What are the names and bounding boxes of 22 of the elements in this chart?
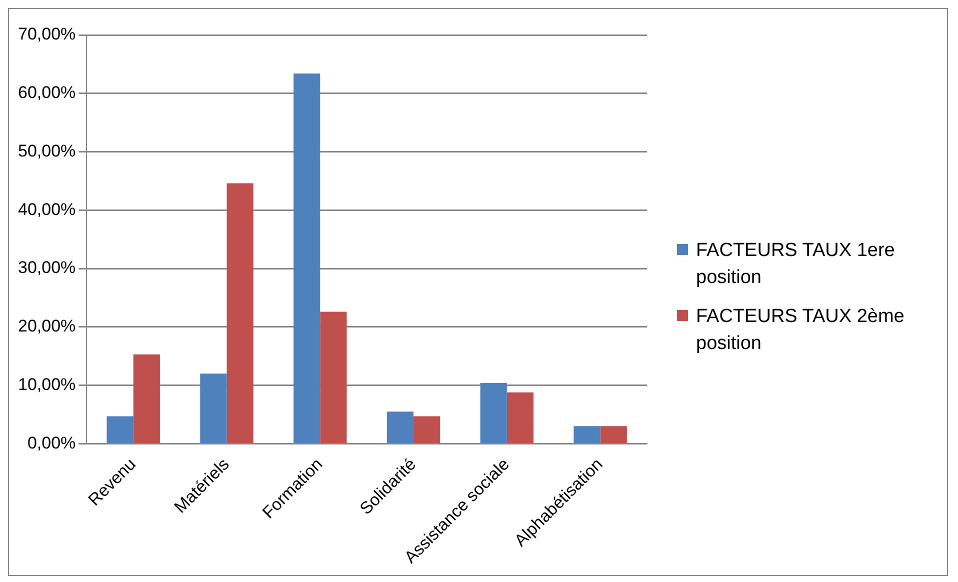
- bar: [320, 312, 347, 443]
- y-tick-label: 30,00%: [18, 258, 76, 278]
- legend-label: FACTEURS TAUX 2ème position: [696, 305, 906, 356]
- bar: [574, 426, 600, 443]
- bar: [133, 354, 160, 443]
- y-tick-label: 50,00%: [18, 141, 76, 160]
- y-tick-label: 70,00%: [18, 24, 76, 44]
- y-tick-label: 0,00%: [27, 433, 76, 452]
- bar: [294, 74, 320, 443]
- bar: [600, 426, 627, 443]
- bar: [386, 412, 414, 443]
- y-tick-label: 10,00%: [18, 374, 76, 394]
- bar: [106, 416, 134, 443]
- y-tick-label: 20,00%: [18, 316, 76, 336]
- legend-label: FACTEURS TAUX 1ere position: [696, 239, 896, 290]
- bar: [480, 382, 507, 443]
- y-tick-label: 60,00%: [18, 83, 76, 102]
- bar: [414, 416, 440, 443]
- bar: [200, 374, 227, 443]
- y-tick-label: 40,00%: [18, 200, 76, 219]
- bar: [506, 392, 534, 443]
- bar: [226, 183, 254, 443]
